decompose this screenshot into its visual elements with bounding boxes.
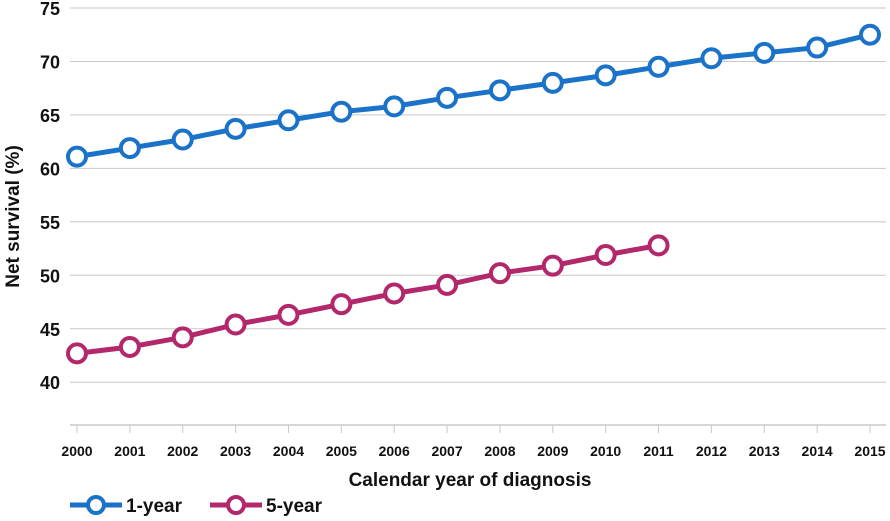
y-tick-label: 40	[40, 373, 60, 393]
x-tick-label: 2007	[431, 443, 462, 459]
data-point	[224, 313, 247, 336]
data-point	[647, 234, 670, 257]
legend-label: 1-year	[126, 496, 183, 517]
data-point	[171, 326, 194, 349]
data-point	[277, 109, 300, 132]
y-tick-label: 60	[40, 159, 60, 179]
data-point	[277, 303, 300, 326]
legend-item: 1-year	[70, 495, 183, 517]
data-point	[118, 137, 141, 160]
legend-marker	[86, 495, 106, 515]
data-point	[330, 293, 353, 316]
data-point	[488, 262, 511, 285]
series-line	[76, 242, 659, 356]
x-tick-label: 2014	[802, 443, 833, 459]
x-axis-ticks: 2000 2001 2002 2003 2004 2005 2006 2007 2008 2009…	[61, 425, 886, 459]
y-tick-label: 75	[40, 0, 60, 19]
x-tick-label: 2000	[61, 443, 92, 459]
y-tick-label: 55	[40, 213, 60, 233]
y-tick-label: 70	[40, 52, 60, 72]
x-tick-label: 2011	[643, 443, 674, 459]
x-tick-label: 2004	[273, 443, 304, 459]
y-axis-ticks: 40 45 50 55 60 65 70 75	[40, 0, 60, 393]
data-point	[436, 86, 459, 109]
y-axis-title: Net survival (%)	[3, 145, 24, 288]
x-tick-label: 2012	[696, 443, 727, 459]
data-point	[66, 145, 88, 168]
legend: 1-year 5-year	[70, 495, 323, 517]
x-tick-label: 2006	[379, 443, 410, 459]
x-tick-label: 2013	[749, 443, 780, 459]
data-point	[594, 243, 617, 266]
data-point	[700, 47, 723, 70]
legend-marker	[226, 495, 246, 515]
data-point	[488, 79, 511, 102]
data-point	[436, 273, 459, 296]
y-tick-label: 45	[40, 320, 60, 340]
x-tick-label: 2009	[537, 443, 568, 459]
grid-lines	[70, 7, 886, 383]
legend-item: 5-year	[210, 495, 323, 517]
data-point	[541, 71, 564, 94]
data-point	[118, 335, 141, 358]
data-point	[594, 64, 617, 87]
data-point	[541, 254, 564, 277]
x-tick-label: 2015	[854, 443, 885, 459]
data-point	[859, 23, 881, 46]
y-tick-label: 65	[40, 106, 60, 126]
data-point	[224, 117, 247, 140]
x-axis-title: Calendar year of diagnosis	[349, 470, 592, 491]
x-tick-label: 2005	[326, 443, 357, 459]
x-tick-label: 2001	[114, 443, 145, 459]
series-1-year	[66, 23, 881, 168]
y-tick-label: 50	[40, 266, 60, 286]
data-point	[383, 95, 406, 118]
x-tick-label: 2003	[220, 443, 251, 459]
x-tick-label: 2008	[484, 443, 515, 459]
data-point	[66, 342, 88, 365]
data-point	[647, 55, 670, 78]
series-group	[66, 23, 881, 365]
data-point	[330, 100, 353, 123]
data-point	[753, 41, 776, 64]
data-point	[806, 36, 829, 59]
x-tick-label: 2010	[590, 443, 621, 459]
data-point	[171, 128, 194, 151]
series-5-year	[66, 234, 670, 365]
x-tick-label: 2002	[167, 443, 198, 459]
series-line	[76, 32, 871, 160]
data-point	[383, 282, 406, 305]
legend-label: 5-year	[266, 496, 323, 517]
